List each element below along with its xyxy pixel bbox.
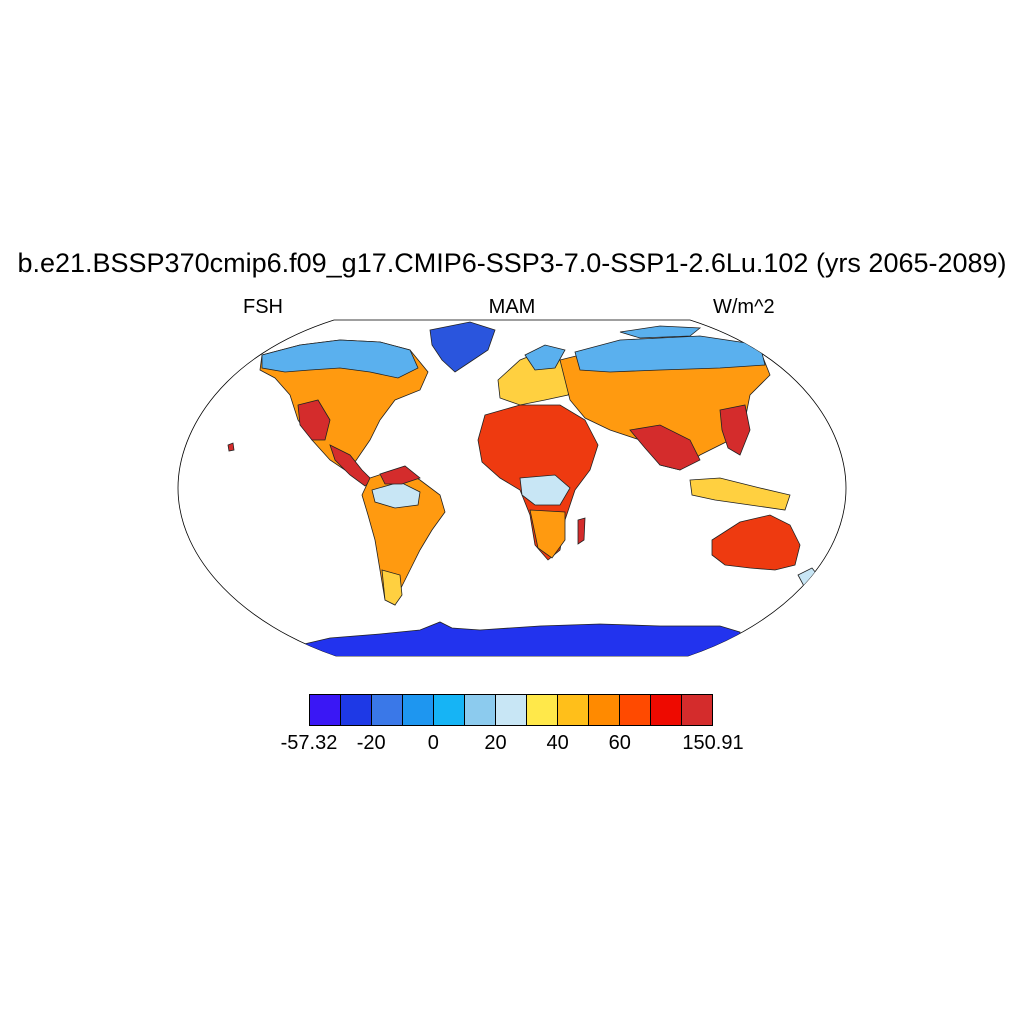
colorbar-tick-label: 0 — [427, 732, 439, 754]
colorbar-swatch — [372, 695, 403, 725]
colorbar-swatch — [434, 695, 465, 725]
season-label: MAM — [488, 296, 536, 318]
page-title: b.e21.BSSP370cmip6.f09_g17.CMIP6-SSP3-7.… — [17, 248, 1007, 278]
land-indonesia — [689, 477, 791, 511]
colorbar-tick-label: 60 — [608, 732, 631, 754]
land-madagascar — [577, 517, 586, 545]
colorbar-tick-label: 150.91 — [682, 732, 744, 754]
colorbar-tick-label: -20 — [356, 732, 386, 754]
colorbar-swatch — [310, 695, 341, 725]
colorbar-tick-label: 40 — [546, 732, 569, 754]
colorbar-swatch — [651, 695, 682, 725]
land-south-asia-hot — [629, 424, 701, 471]
land-patagonia — [381, 569, 403, 606]
colorbar-swatch — [465, 695, 496, 725]
land-greenland — [429, 321, 496, 373]
colorbar-tick-label: -57.32 — [280, 732, 338, 754]
land-us-southwest-hot — [297, 399, 331, 441]
colorbar-tick-label: 20 — [484, 732, 507, 754]
colorbar-swatch — [341, 695, 372, 725]
land-southern-africa — [529, 509, 566, 559]
colorbar-swatch — [403, 695, 434, 725]
colorbar-swatch — [620, 695, 651, 725]
colorbar-swatch — [496, 695, 527, 725]
colorbar — [309, 694, 713, 726]
land-central-africa-cool — [519, 474, 571, 506]
land-arctic-islands — [619, 325, 702, 339]
colorbar-swatch — [589, 695, 620, 725]
land-siberia-cool — [574, 335, 766, 373]
colorbar-swatch — [682, 695, 712, 725]
variable-label: FSH — [243, 296, 283, 318]
units-label: W/m^2 — [713, 296, 775, 318]
colorbar-swatch — [558, 695, 589, 725]
colorbar-swatch — [527, 695, 558, 725]
land-scandinavia — [524, 344, 566, 371]
land-canada-cool — [261, 339, 419, 379]
land-hawaii — [227, 442, 235, 452]
land-venezuela-hot — [379, 465, 421, 485]
land-australia — [711, 514, 801, 571]
land-southeast-asia-hot — [719, 404, 751, 456]
